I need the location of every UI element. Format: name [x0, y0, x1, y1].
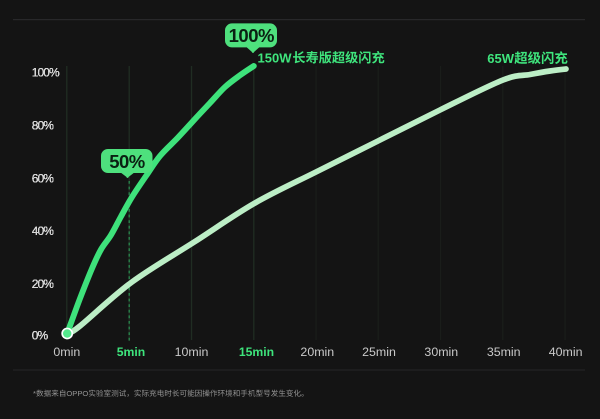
- svg-text:30min: 30min: [424, 345, 458, 359]
- svg-text:0min: 0min: [53, 345, 80, 359]
- svg-text:40%: 40%: [32, 224, 55, 238]
- svg-text:60%: 60%: [32, 171, 55, 185]
- svg-text:60%: 60%: [32, 171, 55, 185]
- svg-text:100%: 100%: [229, 25, 274, 46]
- svg-text:0%: 0%: [32, 329, 49, 343]
- svg-text:40%: 40%: [32, 224, 55, 238]
- svg-text:40%: 40%: [32, 224, 55, 238]
- svg-text:80%: 80%: [32, 119, 55, 133]
- svg-text:20%: 20%: [32, 277, 55, 291]
- svg-text:40%: 40%: [32, 224, 55, 238]
- svg-text:25min: 25min: [362, 345, 396, 359]
- svg-text:100%: 100%: [32, 66, 60, 80]
- svg-text:150W: 150W: [258, 50, 293, 65]
- svg-text:80%: 80%: [32, 119, 55, 133]
- svg-text:40%: 40%: [32, 224, 55, 238]
- svg-text:20min: 20min: [300, 345, 334, 359]
- svg-text:60%: 60%: [32, 171, 55, 185]
- svg-text:40%: 40%: [32, 224, 55, 238]
- svg-text:20%: 20%: [32, 277, 55, 291]
- svg-text:100%: 100%: [32, 66, 60, 80]
- svg-text:100%: 100%: [32, 66, 60, 80]
- svg-text:15min: 15min: [239, 345, 274, 359]
- svg-text:OPPO: OPPO: [66, 389, 88, 398]
- svg-text:80%: 80%: [32, 119, 55, 133]
- svg-text:35min: 35min: [487, 345, 521, 359]
- svg-text:0%: 0%: [32, 329, 49, 343]
- svg-text:*: *: [33, 389, 36, 398]
- svg-text:10min: 10min: [175, 345, 209, 359]
- svg-text:100%: 100%: [32, 66, 60, 80]
- svg-text:0%: 0%: [32, 329, 49, 343]
- svg-text:20%: 20%: [32, 277, 55, 291]
- svg-text:60%: 60%: [32, 171, 55, 185]
- svg-text:80%: 80%: [32, 119, 55, 133]
- svg-text:0%: 0%: [32, 329, 49, 343]
- svg-text:20%: 20%: [32, 277, 55, 291]
- svg-text:5min: 5min: [117, 345, 145, 359]
- svg-text:65W: 65W: [487, 51, 514, 66]
- svg-text:80%: 80%: [32, 119, 55, 133]
- svg-text:80%: 80%: [32, 119, 55, 133]
- svg-text:60%: 60%: [32, 171, 55, 185]
- svg-text:0%: 0%: [32, 329, 49, 343]
- svg-text:0%: 0%: [32, 329, 49, 343]
- svg-text:100%: 100%: [32, 66, 60, 80]
- svg-text:20%: 20%: [32, 277, 55, 291]
- svg-text:40min: 40min: [549, 345, 583, 359]
- svg-text:20%: 20%: [32, 277, 55, 291]
- svg-text:100%: 100%: [32, 66, 60, 80]
- svg-text:60%: 60%: [32, 171, 55, 185]
- svg-text:50%: 50%: [109, 151, 145, 172]
